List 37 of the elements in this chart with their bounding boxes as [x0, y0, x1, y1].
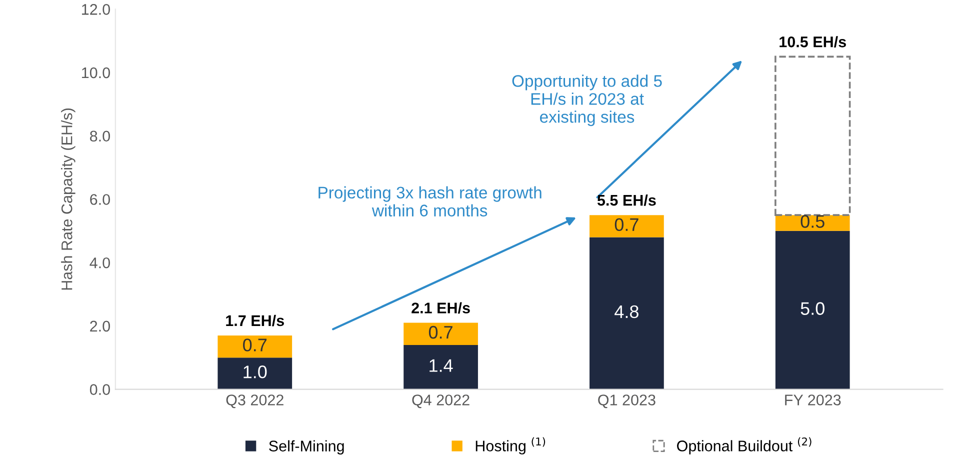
y-tick-label: 12.0	[82, 4, 110, 15]
annotation: Projecting 3x hash rate growth within 6 months	[318, 186, 542, 216]
x-tick-label: FY 2023	[785, 394, 841, 406]
bar	[218, 335, 292, 358]
bar	[590, 215, 664, 238]
y-tick-label: 2.0	[90, 320, 110, 332]
bar	[775, 230, 850, 390]
total-label: 1.7 EH/s	[226, 314, 284, 326]
x-tick-label: Q3 2022	[226, 394, 284, 408]
total-label: 2.1 EH/s	[412, 302, 470, 314]
y-axis-title: Hash Rate Capacity (EH/s)	[61, 108, 76, 290]
bar	[590, 237, 664, 390]
data-label: 0.7	[614, 218, 638, 232]
bar	[218, 358, 292, 390]
bar	[404, 322, 478, 345]
y-tick-label: 6.0	[90, 194, 110, 205]
data-label: 0.7	[243, 338, 267, 352]
data-label: 0.7	[428, 326, 452, 339]
total-label: 10.5 EH/s	[780, 36, 846, 48]
annotation: Opportunity to add 5 EH/s in 2023 at existing sites	[512, 74, 662, 126]
data-label: 1.0	[244, 366, 267, 378]
x-tick-label: Q4 2022	[412, 394, 470, 408]
y-tick-label: 8.0	[90, 130, 110, 142]
total-label: 5.5 EH/s	[597, 194, 656, 206]
data-label: 0.5	[800, 215, 824, 228]
legend-label: Hosting $^{(1)}$	[476, 437, 546, 454]
bar	[404, 344, 478, 390]
bar	[774, 56, 851, 216]
y-tick-label: 4.0	[90, 257, 110, 268]
data-label: 4.8	[614, 305, 638, 318]
y-tick-label: 0.0	[90, 384, 110, 395]
y-tick-label: 10.0	[82, 67, 110, 78]
data-label: 5.0	[800, 302, 824, 315]
legend-label: Optional Buildout $^{(2)}$	[677, 437, 812, 454]
legend-label: Self-Mining	[269, 440, 344, 454]
data-label: 1.4	[430, 359, 453, 372]
x-tick-label: Q1 2023	[598, 394, 656, 408]
